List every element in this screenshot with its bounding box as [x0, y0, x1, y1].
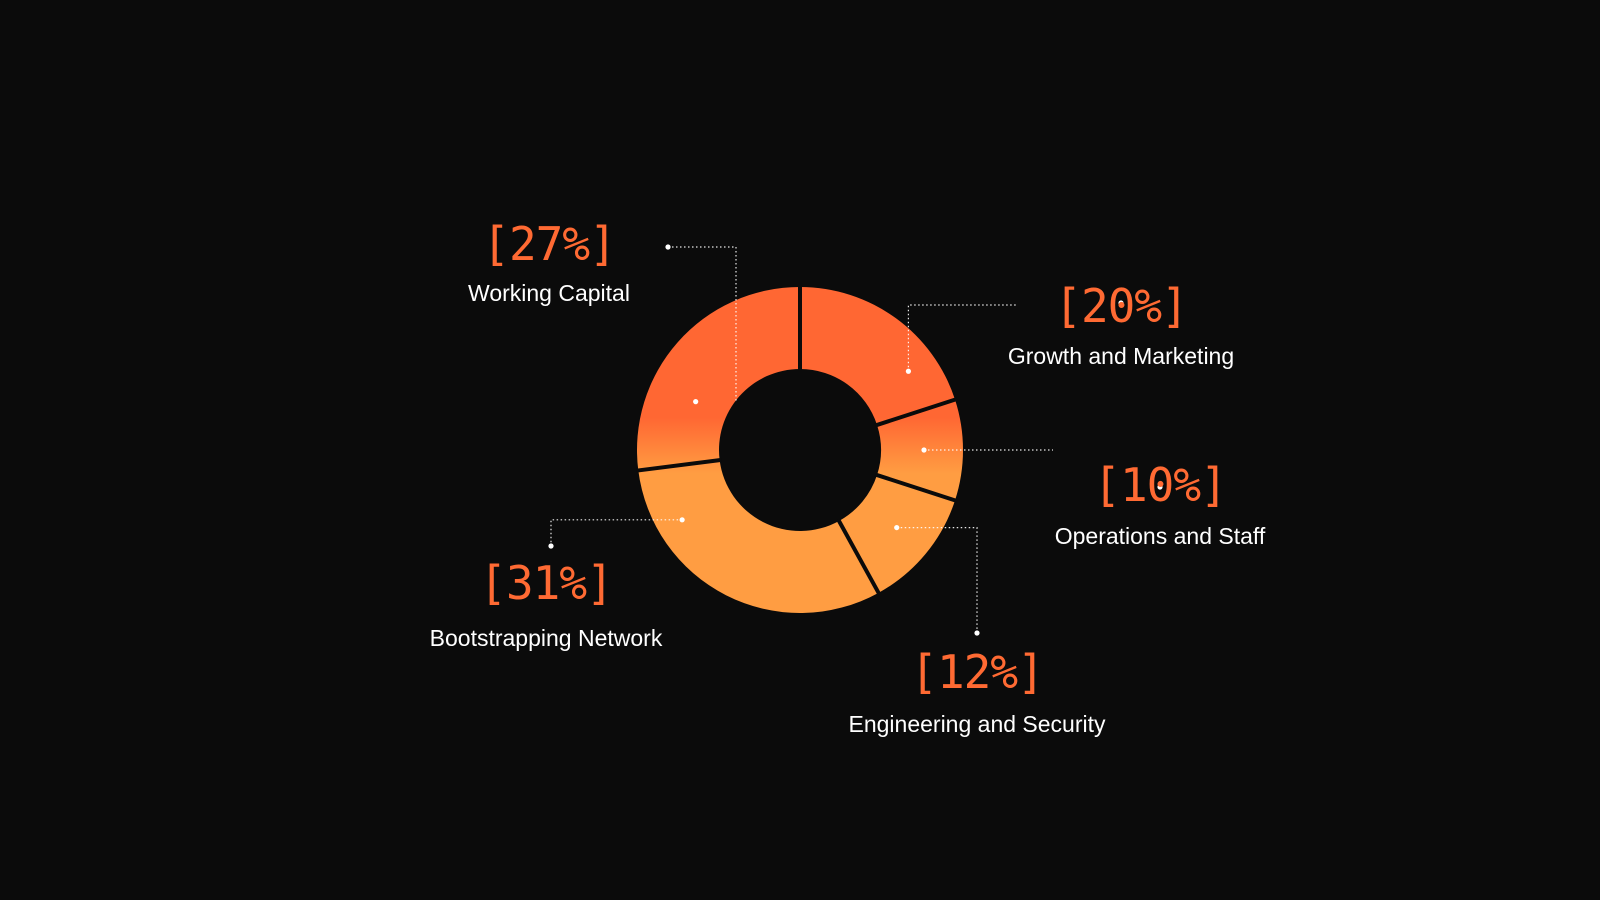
separator-engineering-and-security [874, 472, 958, 503]
leader-dot-engineering-and-security [894, 524, 900, 531]
percent-label-growth-and-marketing: [20%] [1054, 279, 1187, 333]
category-label-working-capital: Working Capital [468, 280, 630, 306]
percent-label-working-capital: [27%] [482, 217, 615, 271]
slice-operations-and-staff [877, 399, 963, 501]
leader-dot-working-capital [693, 399, 699, 405]
category-label-growth-and-marketing: Growth and Marketing [1008, 343, 1234, 369]
leader-dot-growth-and-marketing [905, 368, 912, 374]
percent-label-operations-and-staff: [10%] [1093, 458, 1226, 512]
slice-working-capital [636, 286, 800, 471]
leader-line-working-capital [668, 246, 737, 402]
leader-line-engineering-and-security [896, 526, 978, 633]
leader-dot-operations-and-staff [921, 447, 927, 453]
slice-bootstrapping-network [638, 460, 879, 613]
slice-engineering-and-security [839, 475, 956, 593]
leader-end-operations-and-staff [1157, 484, 1163, 490]
leader-dot-bootstrapping-network [679, 517, 685, 523]
leader-line-bootstrapping-network [550, 519, 683, 546]
separator-working-capital [636, 457, 722, 473]
separator-bootstrapping-network [836, 518, 882, 596]
slice-growth-and-marketing [800, 287, 956, 425]
separator-operations-and-staff [874, 397, 958, 428]
percent-label-engineering-and-security: [12%] [910, 645, 1043, 699]
category-label-operations-and-staff: Operations and Staff [1055, 523, 1266, 549]
leader-end-bootstrapping-network [548, 543, 554, 549]
leader-end-working-capital [665, 244, 671, 250]
percent-label-bootstrapping-network: [31%] [479, 556, 612, 610]
category-label-engineering-and-security: Engineering and Security [849, 711, 1106, 737]
leader-end-growth-and-marketing [1118, 300, 1124, 306]
category-label-bootstrapping-network: Bootstrapping Network [430, 625, 663, 651]
leader-end-engineering-and-security [974, 630, 980, 636]
